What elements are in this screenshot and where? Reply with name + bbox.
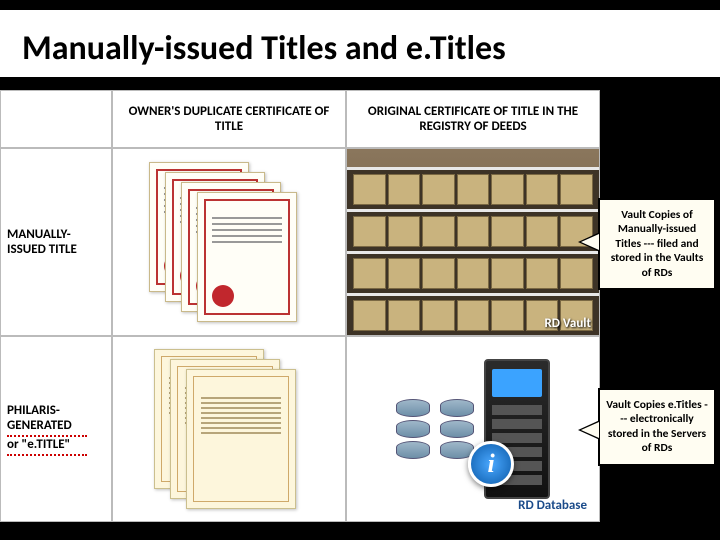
- info-badge-icon: i: [468, 441, 514, 487]
- col-header-original-certificate: ORIGINAL CERTIFICATE OF TITLE IN THE REG…: [346, 90, 600, 148]
- row-header-manual: MANUALLY-ISSUED TITLE: [0, 148, 112, 336]
- col-header-owners-duplicate: OWNER'S DUPLICATE CERTIFICATE OF TITLE: [112, 90, 346, 148]
- certificate-stack-icon: [149, 162, 309, 322]
- vault-photo-icon: RD Vault: [347, 149, 599, 335]
- cell-etitle-registry: i RD Database: [346, 336, 600, 522]
- callout-vault-manual: Vault Copies of Manually-issued Titles -…: [598, 198, 716, 290]
- slide-title: Manually-issued Titles and e.Titles: [0, 10, 720, 77]
- server-graphic-icon: i RD Database: [351, 341, 595, 517]
- callout-text: Vault Copies of Manually-issued Titles -…: [611, 208, 704, 280]
- row-header-etitle: PHILARIS-GENERATED or "e.TITLE": [0, 336, 112, 522]
- database-label: RD Database: [518, 498, 587, 513]
- callout-vault-etitle: Vault Copies e.Titles --- electronically…: [598, 388, 716, 466]
- red-underline-icon: [7, 454, 87, 456]
- db-cylinders-icon: [440, 399, 474, 459]
- vault-label: RD Vault: [544, 316, 591, 331]
- db-cylinders-icon: [396, 399, 430, 459]
- etitle-stack-icon: [154, 349, 304, 509]
- slide: Manually-issued Titles and e.Titles OWNE…: [0, 0, 720, 540]
- corner-cell: [0, 90, 112, 148]
- cell-manual-registry: RD Vault: [346, 148, 600, 336]
- callout-text: Vault Copies e.Titles --- electronically…: [606, 398, 708, 455]
- row-header-philaris-label: PHILARIS-GENERATED: [7, 403, 107, 433]
- comparison-grid: OWNER'S DUPLICATE CERTIFICATE OF TITLE O…: [0, 90, 600, 522]
- cell-manual-owner: [112, 148, 346, 336]
- row-header-etitle-label: or "e.TITLE": [7, 437, 70, 452]
- row-header-manual-label: MANUALLY-ISSUED TITLE: [7, 227, 107, 257]
- cell-etitle-owner: [112, 336, 346, 522]
